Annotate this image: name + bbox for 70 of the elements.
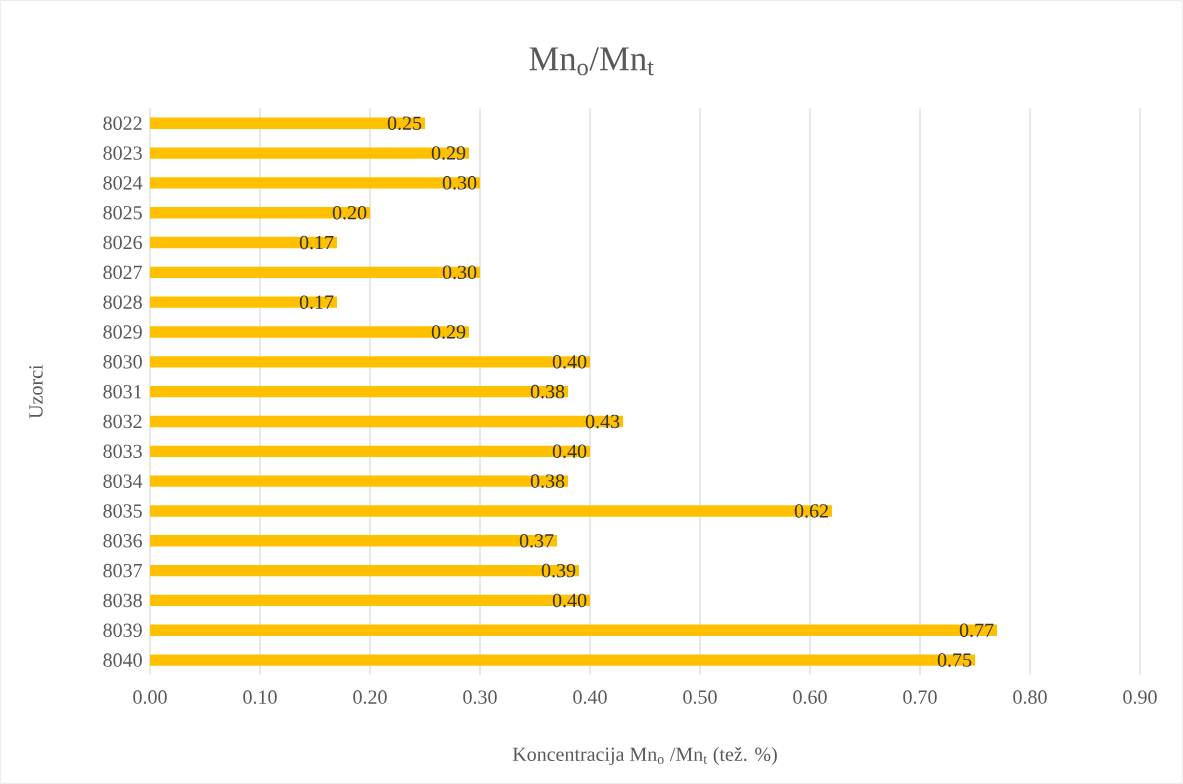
x-tick-label: 0.00	[133, 690, 167, 704]
x-tick-label: 0.70	[903, 690, 937, 704]
bar	[150, 326, 469, 338]
y-tick-label: 8031	[103, 384, 142, 399]
data-label: 0.29	[431, 146, 466, 160]
bar	[150, 505, 832, 517]
y-tick-label: 8038	[103, 593, 142, 608]
bar	[150, 236, 337, 249]
data-label: 0.40	[552, 444, 587, 459]
bar	[150, 177, 481, 189]
x-tick-label: 0.60	[793, 690, 827, 704]
data-label: 0.37	[519, 533, 554, 548]
data-label: 0.77	[959, 623, 994, 638]
bar	[150, 117, 425, 129]
y-tick-label: 8033	[103, 444, 142, 459]
y-tick-label: 8028	[103, 295, 142, 309]
x-tick-label: 0.90	[1123, 690, 1157, 704]
bar	[150, 475, 568, 487]
y-tick-label: 8030	[103, 355, 142, 369]
data-label: 0.30	[442, 265, 477, 280]
bar	[150, 594, 590, 607]
bar	[150, 356, 590, 368]
data-label: 0.40	[552, 355, 587, 369]
chart-title: Mn$_{o}$/Mn$_{t}$	[529, 47, 654, 76]
data-label: 0.38	[530, 384, 565, 399]
bar	[150, 415, 623, 428]
x-tick-label: 0.40	[573, 690, 607, 704]
y-tick-label: 8023	[103, 146, 142, 160]
y-tick-label: 8026	[103, 235, 143, 250]
y-tick-label: 8034	[103, 474, 143, 488]
x-tick-label: 0.50	[683, 690, 717, 704]
y-axis-title: Uzorci	[29, 364, 43, 419]
data-label: 0.75	[937, 653, 972, 667]
x-axis-title: Koncentracija Mn$_{o}$ /Mn$_{t}$ (tež. %)	[512, 746, 777, 766]
x-tick-label: 0.80	[1013, 690, 1047, 704]
data-label: 0.17	[299, 235, 334, 250]
bar	[150, 385, 568, 398]
data-label: 0.40	[552, 593, 587, 608]
data-label: 0.29	[431, 325, 466, 339]
data-label: 0.38	[530, 474, 565, 488]
data-label: 0.39	[541, 563, 576, 578]
y-tick-label: 8029	[103, 325, 142, 339]
y-tick-label: 8036	[103, 534, 143, 548]
y-tick-label: 8032	[103, 414, 142, 429]
x-tick-label: 0.20	[353, 690, 387, 704]
data-label: 0.25	[387, 116, 422, 131]
data-label: 0.62	[794, 504, 828, 518]
bar	[150, 535, 558, 547]
bar	[150, 624, 997, 636]
y-tick-label: 8035	[103, 504, 142, 518]
bar	[150, 445, 590, 457]
y-tick-label: 8037	[103, 563, 143, 578]
bar	[150, 654, 975, 666]
bar	[150, 266, 481, 279]
y-tick-label: 8024	[103, 176, 143, 190]
y-tick-label: 8022	[103, 116, 142, 130]
y-tick-label: 8040	[103, 653, 142, 667]
x-tick-label: 0.30	[463, 690, 497, 704]
bar	[150, 564, 579, 577]
data-label: 0.43	[585, 414, 620, 429]
y-tick-label: 8025	[103, 205, 142, 220]
x-tick-label: 0.10	[243, 690, 277, 704]
data-label: 0.20	[332, 205, 367, 220]
bar	[150, 147, 469, 159]
data-label: 0.17	[299, 295, 334, 309]
data-label: 0.30	[442, 176, 477, 190]
bar	[150, 296, 337, 308]
y-tick-label: 8039	[103, 623, 142, 637]
y-tick-label: 8027	[103, 265, 143, 280]
bar	[150, 207, 370, 219]
